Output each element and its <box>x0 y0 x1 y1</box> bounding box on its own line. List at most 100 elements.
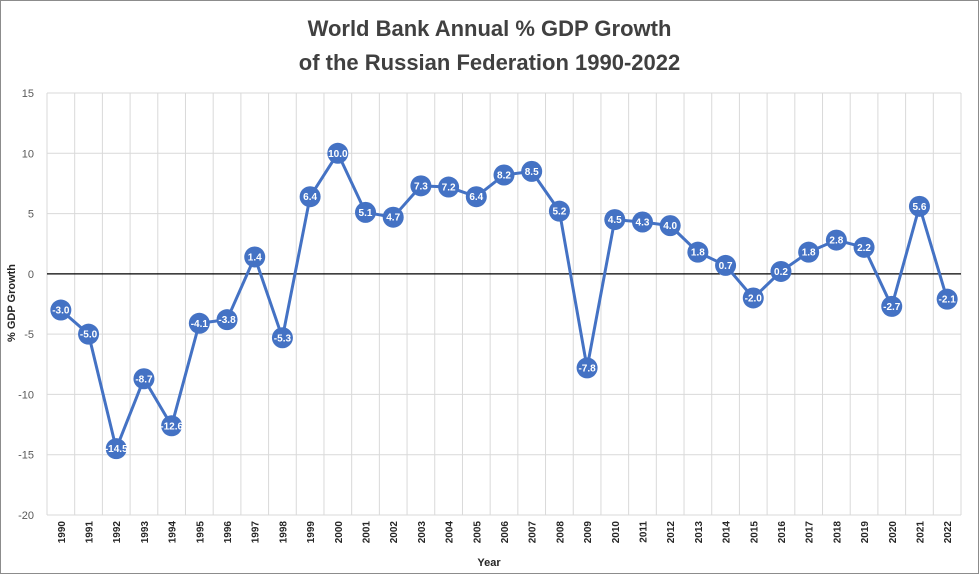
x-tick-label: 1997 <box>251 521 262 544</box>
data-point <box>465 186 487 208</box>
data-label: -5.0 <box>80 330 98 341</box>
x-tick-label: 1990 <box>57 521 68 544</box>
data-point <box>825 229 847 251</box>
data-point <box>798 241 820 263</box>
data-label: 7.2 <box>442 183 456 194</box>
data-label: -12.6 <box>160 421 183 432</box>
data-label: -14.5 <box>105 444 128 455</box>
data-label: 1.8 <box>802 248 816 259</box>
data-label: -8.7 <box>135 374 153 385</box>
data-point <box>908 195 930 217</box>
x-tick-label: 2011 <box>638 521 649 543</box>
data-label: -2.0 <box>745 293 763 304</box>
chart-title-line1: World Bank Annual % GDP Growth <box>307 16 672 41</box>
data-label: 4.3 <box>636 218 650 229</box>
x-tick-label: 2008 <box>555 521 566 544</box>
data-points: -3.0 -5.0 -14.5 -8.7 -12.6 -4.1 -3.8 1.4 -5.3 6.4… <box>50 142 958 460</box>
x-tick-label: 2009 <box>583 521 594 544</box>
data-point <box>576 357 598 379</box>
x-tick-label: 2018 <box>832 521 843 544</box>
data-label: 8.5 <box>525 167 539 178</box>
data-label: -5.3 <box>274 333 292 344</box>
series-line <box>59 151 949 451</box>
series-line-group <box>59 151 949 451</box>
data-point <box>604 209 626 231</box>
data-point <box>299 186 321 208</box>
x-tick-label: 2002 <box>389 521 400 544</box>
x-tick-label: 1991 <box>85 521 96 544</box>
data-point <box>244 246 266 268</box>
x-tick-label: 2019 <box>860 521 871 544</box>
data-label: -2.1 <box>939 295 957 306</box>
y-tick-label: -20 <box>18 510 34 522</box>
data-label: 1.4 <box>248 252 262 263</box>
data-point <box>78 323 100 345</box>
data-point <box>853 236 875 258</box>
data-point <box>770 260 792 282</box>
x-tick-label: 2013 <box>694 521 705 544</box>
data-label: -3.0 <box>52 306 70 317</box>
x-tick-label: 1998 <box>278 521 289 544</box>
x-axis-ticks: 1990 1991 1992 1993 1994 1995 1996 1997 1998 1999… <box>57 521 954 544</box>
data-label: 0.2 <box>774 267 788 278</box>
data-point <box>742 287 764 309</box>
data-point <box>936 288 958 310</box>
x-tick-label: 1996 <box>223 521 234 544</box>
x-tick-label: 2000 <box>334 521 345 544</box>
data-point <box>105 438 127 460</box>
data-label: 5.2 <box>552 207 566 218</box>
data-point <box>355 201 377 223</box>
x-tick-label: 2003 <box>417 521 428 544</box>
data-label: 1.8 <box>691 248 705 259</box>
y-tick-label: 15 <box>22 88 34 100</box>
data-point <box>715 254 737 276</box>
data-point <box>438 176 460 198</box>
x-tick-label: 2006 <box>500 521 511 544</box>
y-tick-label: 5 <box>28 209 34 221</box>
data-point <box>161 415 183 437</box>
data-point <box>410 175 432 197</box>
y-tick-label: -15 <box>18 450 34 462</box>
x-tick-label: 1995 <box>195 521 206 544</box>
data-point <box>493 164 515 186</box>
data-point <box>216 309 238 331</box>
x-tick-label: 1993 <box>140 521 151 544</box>
x-tick-label: 1994 <box>168 521 179 544</box>
data-label: 4.7 <box>386 213 400 224</box>
data-point <box>133 368 155 390</box>
y-tick-label: -10 <box>18 389 34 401</box>
y-tick-label: -5 <box>24 329 34 341</box>
x-tick-label: 2001 <box>362 521 373 544</box>
x-tick-label: 2012 <box>666 521 677 544</box>
data-point <box>687 241 709 263</box>
y-axis-title: % GDP Growth <box>6 264 18 342</box>
data-label: 5.1 <box>359 208 373 219</box>
data-label: -3.8 <box>218 315 236 326</box>
x-tick-label: 2021 <box>915 521 926 544</box>
x-tick-label: 1992 <box>112 521 123 544</box>
data-point <box>50 299 72 321</box>
data-point <box>382 206 404 228</box>
data-point <box>271 327 293 349</box>
x-tick-label: 2007 <box>528 521 539 544</box>
grid-lines <box>46 92 962 516</box>
data-label: -4.1 <box>191 319 209 330</box>
data-label: 8.2 <box>497 170 511 181</box>
data-point <box>548 200 570 222</box>
data-label: 5.6 <box>913 202 927 213</box>
x-tick-label: 2015 <box>749 521 760 544</box>
data-label: 6.4 <box>303 192 317 203</box>
data-label: 4.5 <box>608 215 622 226</box>
data-point <box>327 142 349 164</box>
data-label: 6.4 <box>469 192 483 203</box>
x-tick-label: 2004 <box>445 521 456 544</box>
data-label: -7.8 <box>578 363 596 374</box>
x-tick-label: 2017 <box>805 521 816 544</box>
data-point <box>631 211 653 233</box>
data-label: 10.0 <box>328 149 348 160</box>
data-label: 0.7 <box>719 261 733 272</box>
y-tick-label: 10 <box>22 148 34 160</box>
chart-title-line2: of the Russian Federation 1990-2022 <box>298 50 681 75</box>
